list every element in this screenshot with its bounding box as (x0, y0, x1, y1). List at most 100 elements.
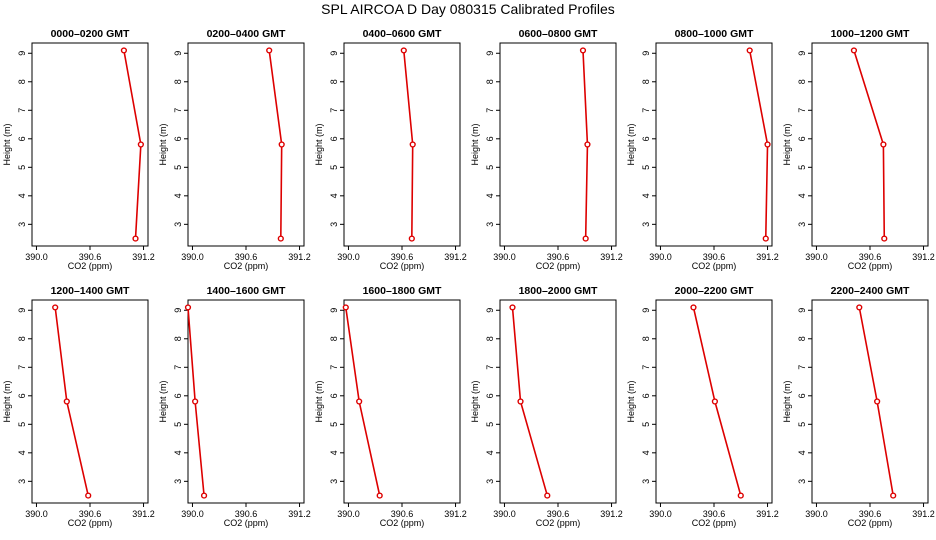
y-tick-label: 7 (173, 365, 183, 370)
y-tick-label: 5 (173, 165, 183, 170)
y-tick-label: 3 (641, 479, 651, 484)
data-point (278, 141, 285, 148)
y-tick-label: 7 (173, 108, 183, 113)
y-tick-label: 8 (485, 79, 495, 84)
y-tick-label: 7 (641, 365, 651, 370)
y-tick-label: 3 (329, 479, 339, 484)
data-point (881, 235, 888, 242)
y-axis-label: Height (m) (158, 380, 168, 422)
data-point (409, 141, 416, 148)
series-line (54, 307, 89, 496)
x-tick-label: 391.2 (288, 509, 311, 519)
data-point (120, 47, 128, 54)
data-point (874, 398, 881, 405)
data-point (690, 304, 697, 311)
y-axis-label: Height (m) (470, 123, 480, 165)
x-tick-label: 390.0 (649, 252, 672, 262)
x-tick-label: 390.6 (859, 509, 882, 519)
data-point (850, 47, 858, 54)
data-point (746, 47, 753, 54)
y-tick-label: 7 (797, 365, 807, 370)
y-tick-label: 4 (17, 193, 27, 198)
y-tick-label: 3 (17, 479, 27, 484)
data-point (277, 235, 284, 242)
y-tick-label: 6 (329, 393, 339, 398)
plot-frame (343, 42, 461, 247)
x-tick-label: 390.6 (235, 252, 258, 262)
y-tick-label: 8 (17, 79, 27, 84)
y-tick-label: 7 (797, 108, 807, 113)
y-tick-label: 6 (17, 136, 27, 141)
panel-5: 0800–1000 GMT 390.0 390.6 391.2 3 4 5 6 7 8 9 CO2 (… (626, 28, 779, 271)
y-tick-label: 6 (485, 136, 495, 141)
x-tick-label: 391.2 (132, 509, 155, 519)
y-tick-label: 9 (17, 308, 27, 313)
y-tick-label: 5 (797, 422, 807, 427)
x-axis-label: CO2 (ppm) (380, 261, 425, 271)
y-tick-label: 7 (17, 108, 27, 113)
y-tick-label: 5 (641, 165, 651, 170)
panel-title: 0600–0800 GMT (519, 28, 598, 40)
x-tick-label: 390.0 (805, 509, 828, 519)
plot-frame (31, 42, 149, 247)
y-tick-label: 8 (797, 336, 807, 341)
data-point (711, 398, 718, 405)
panel-title: 1200–1400 GMT (51, 285, 130, 297)
y-tick-label: 4 (485, 450, 495, 455)
x-tick-label: 390.6 (391, 252, 414, 262)
y-tick-label: 4 (173, 193, 183, 198)
y-tick-label: 9 (17, 51, 27, 56)
x-tick-label: 391.2 (444, 509, 467, 519)
y-axis-label: Height (m) (314, 123, 324, 165)
y-axis-label: Height (m) (470, 380, 480, 422)
panel-title: 2200–2400 GMT (831, 285, 910, 297)
x-axis-label: CO2 (ppm) (848, 518, 893, 528)
y-tick-label: 8 (17, 336, 27, 341)
data-point (342, 304, 349, 311)
y-tick-label: 9 (329, 51, 339, 56)
y-tick-label: 6 (485, 393, 495, 398)
plot-frame (811, 299, 929, 504)
y-tick-label: 4 (641, 193, 651, 198)
x-axis-label: CO2 (ppm) (536, 518, 581, 528)
y-tick-label: 7 (329, 108, 339, 113)
x-tick-label: 390.0 (337, 252, 360, 262)
y-tick-label: 4 (797, 193, 807, 198)
data-point (584, 141, 591, 148)
panel-title: 1800–2000 GMT (519, 285, 598, 297)
y-tick-label: 7 (485, 108, 495, 113)
y-tick-label: 9 (173, 308, 183, 313)
panel-11: 2000–2200 GMT 390.0 390.6 391.2 3 4 5 6 7 8 9 CO2 (… (626, 285, 779, 528)
panel-title: 1600–1800 GMT (363, 285, 442, 297)
x-tick-label: 390.0 (181, 252, 204, 262)
y-tick-label: 4 (485, 193, 495, 198)
data-point (737, 492, 744, 499)
y-tick-label: 3 (173, 479, 183, 484)
data-point (408, 235, 415, 242)
y-tick-label: 5 (329, 165, 339, 170)
x-axis-label: CO2 (ppm) (224, 518, 269, 528)
y-tick-label: 9 (797, 308, 807, 313)
data-point (200, 492, 208, 499)
x-tick-label: 391.2 (600, 252, 623, 262)
y-tick-label: 5 (485, 422, 495, 427)
data-point (509, 304, 516, 311)
y-tick-label: 7 (641, 108, 651, 113)
data-point (762, 235, 769, 242)
y-tick-label: 3 (797, 479, 807, 484)
x-tick-label: 390.6 (391, 509, 414, 519)
y-tick-label: 4 (329, 193, 339, 198)
y-tick-label: 9 (329, 308, 339, 313)
data-point (266, 47, 273, 54)
x-tick-label: 390.0 (181, 509, 204, 519)
y-tick-label: 8 (641, 336, 651, 341)
x-axis-label: CO2 (ppm) (692, 518, 737, 528)
y-tick-label: 9 (173, 51, 183, 56)
panel-10: 1800–2000 GMT 390.0 390.6 391.2 3 4 5 6 7 8 9 CO2 (… (470, 285, 623, 528)
data-point (764, 141, 771, 148)
y-tick-label: 3 (485, 222, 495, 227)
y-tick-label: 5 (17, 422, 27, 427)
y-axis-label: Height (m) (314, 380, 324, 422)
x-axis-label: CO2 (ppm) (536, 261, 581, 271)
